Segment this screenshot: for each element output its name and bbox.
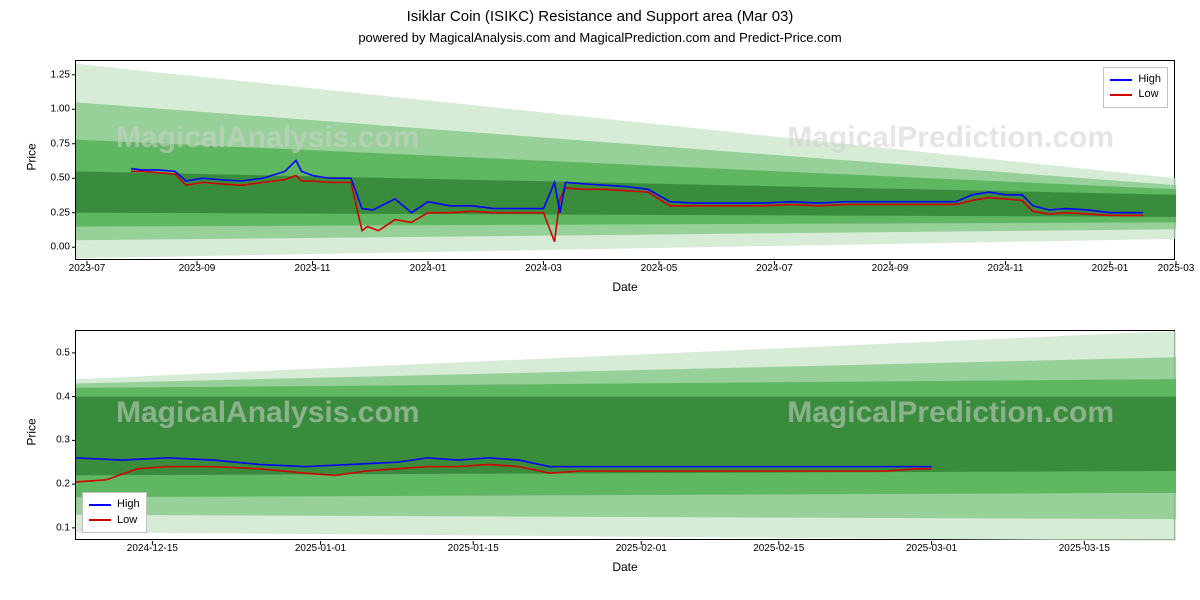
xtick-label: 2025-02-01 (616, 539, 667, 554)
xtick-label: 2025-03 (1158, 259, 1195, 274)
top-xlabel: Date (75, 280, 1175, 294)
figure: Isiklar Coin (ISIKC) Resistance and Supp… (0, 0, 1200, 600)
xtick-label: 2024-03 (525, 259, 562, 274)
xtick-label: 2024-01 (410, 259, 447, 274)
xtick-label: 2025-01-15 (448, 539, 499, 554)
ytick-label: 0.2 (56, 479, 76, 490)
chart-title: Isiklar Coin (ISIKC) Resistance and Supp… (0, 8, 1200, 25)
legend-row-high: High (1110, 72, 1161, 87)
ytick-label: 1.00 (51, 104, 76, 115)
xtick-label: 2025-01 (1092, 259, 1129, 274)
ytick-label: 0.25 (51, 207, 76, 218)
xtick-label: 2024-12-15 (127, 539, 178, 554)
top-chart: MagicalAnalysis.com MagicalPrediction.co… (75, 60, 1175, 260)
bottom-xlabel: Date (75, 560, 1175, 574)
top-ylabel: Price (25, 143, 39, 170)
legend-label-high-2: High (117, 497, 140, 512)
xtick-label: 2025-01-01 (295, 539, 346, 554)
bottom-chart-svg (76, 331, 1176, 541)
legend-bottom: High Low (82, 492, 147, 533)
ytick-label: 0.1 (56, 522, 76, 533)
legend-label-low-2: Low (117, 513, 137, 528)
xtick-label: 2024-05 (641, 259, 678, 274)
legend-top: High Low (1103, 67, 1168, 108)
ytick-label: 0.5 (56, 347, 76, 358)
top-chart-svg (76, 61, 1176, 261)
bottom-chart: MagicalAnalysis.com MagicalPrediction.co… (75, 330, 1175, 540)
legend-row-high-2: High (89, 497, 140, 512)
xtick-label: 2024-09 (872, 259, 909, 274)
xtick-label: 2025-03-15 (1059, 539, 1110, 554)
chart-subtitle: powered by MagicalAnalysis.com and Magic… (0, 30, 1200, 45)
ytick-label: 0.50 (51, 173, 76, 184)
xtick-label: 2024-11 (988, 259, 1024, 274)
ytick-label: 0.3 (56, 435, 76, 446)
ytick-label: 0.4 (56, 391, 76, 402)
legend-row-low-2: Low (89, 513, 140, 528)
legend-label-high: High (1138, 72, 1161, 87)
xtick-label: 2023-09 (179, 259, 216, 274)
xtick-label: 2024-07 (756, 259, 793, 274)
xtick-label: 2023-07 (69, 259, 106, 274)
legend-row-low: Low (1110, 87, 1161, 102)
ytick-label: 0.00 (51, 242, 76, 253)
xtick-label: 2025-02-15 (753, 539, 804, 554)
ytick-label: 0.75 (51, 138, 76, 149)
xtick-label: 2023-11 (295, 259, 331, 274)
legend-label-low: Low (1138, 87, 1158, 102)
bottom-ylabel: Price (25, 418, 39, 445)
xtick-label: 2025-03-01 (906, 539, 957, 554)
ytick-label: 1.25 (51, 69, 76, 80)
